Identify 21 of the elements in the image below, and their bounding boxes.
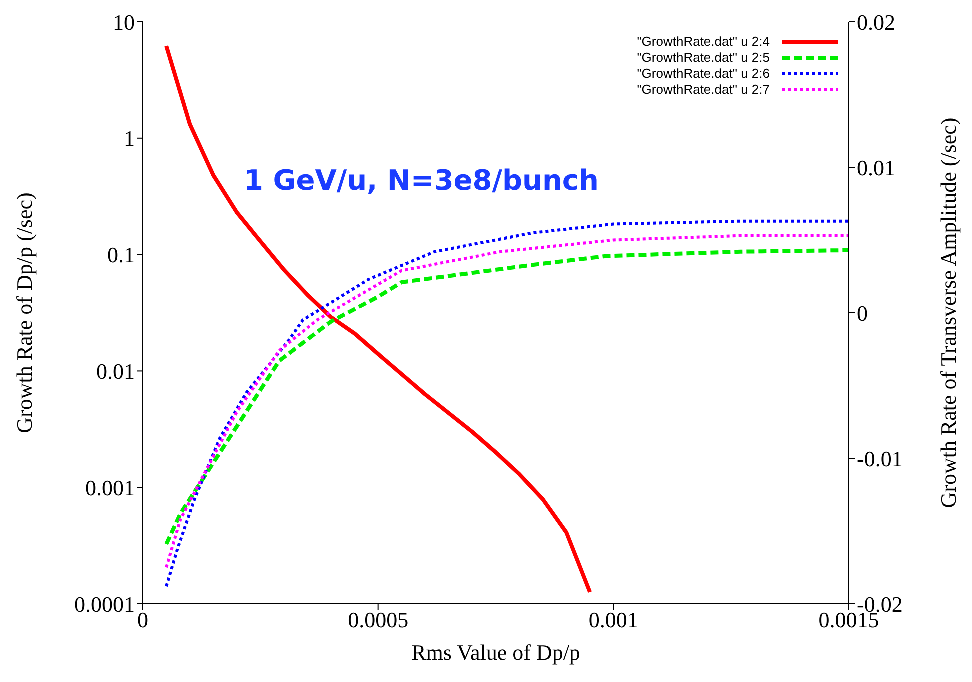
y2-tick-label: 0.01 [857, 155, 896, 180]
x-axis-title: Rms Value of Dp/p [412, 640, 580, 665]
y-tick-label: 0.1 [108, 242, 135, 268]
y-tick-label: 0.0001 [74, 592, 135, 617]
y2-tick-label: 0 [857, 300, 868, 326]
legend-label: "GrowthRate.dat" u 2:4 [637, 34, 770, 50]
x-tick-label: 0 [138, 608, 148, 633]
y-tick-label: 0.001 [86, 475, 135, 500]
legend-label: "GrowthRate.dat" u 2:5 [637, 50, 770, 66]
y2-tick-label: -0.01 [857, 446, 903, 472]
annotation: 1 GeV/u, N=3e8/bunch [244, 164, 599, 197]
legend-label: "GrowthRate.dat" u 2:6 [637, 66, 770, 82]
x-tick-label: 0.001 [588, 608, 638, 633]
y2-tick-label: 0.02 [857, 10, 896, 35]
legend-label: "GrowthRate.dat" u 2:7 [637, 82, 770, 98]
y-axis-title: Growth Rate of Dp/p (/sec) [12, 192, 37, 434]
y-tick-label: 0.01 [96, 359, 135, 384]
x-tick-label: 0.0005 [348, 608, 409, 633]
y-tick-label: 1 [124, 126, 135, 152]
y2-axis-title: Growth Rate of Transverse Amplitude (/sec) [936, 118, 961, 508]
y-tick-label: 10 [113, 10, 135, 35]
